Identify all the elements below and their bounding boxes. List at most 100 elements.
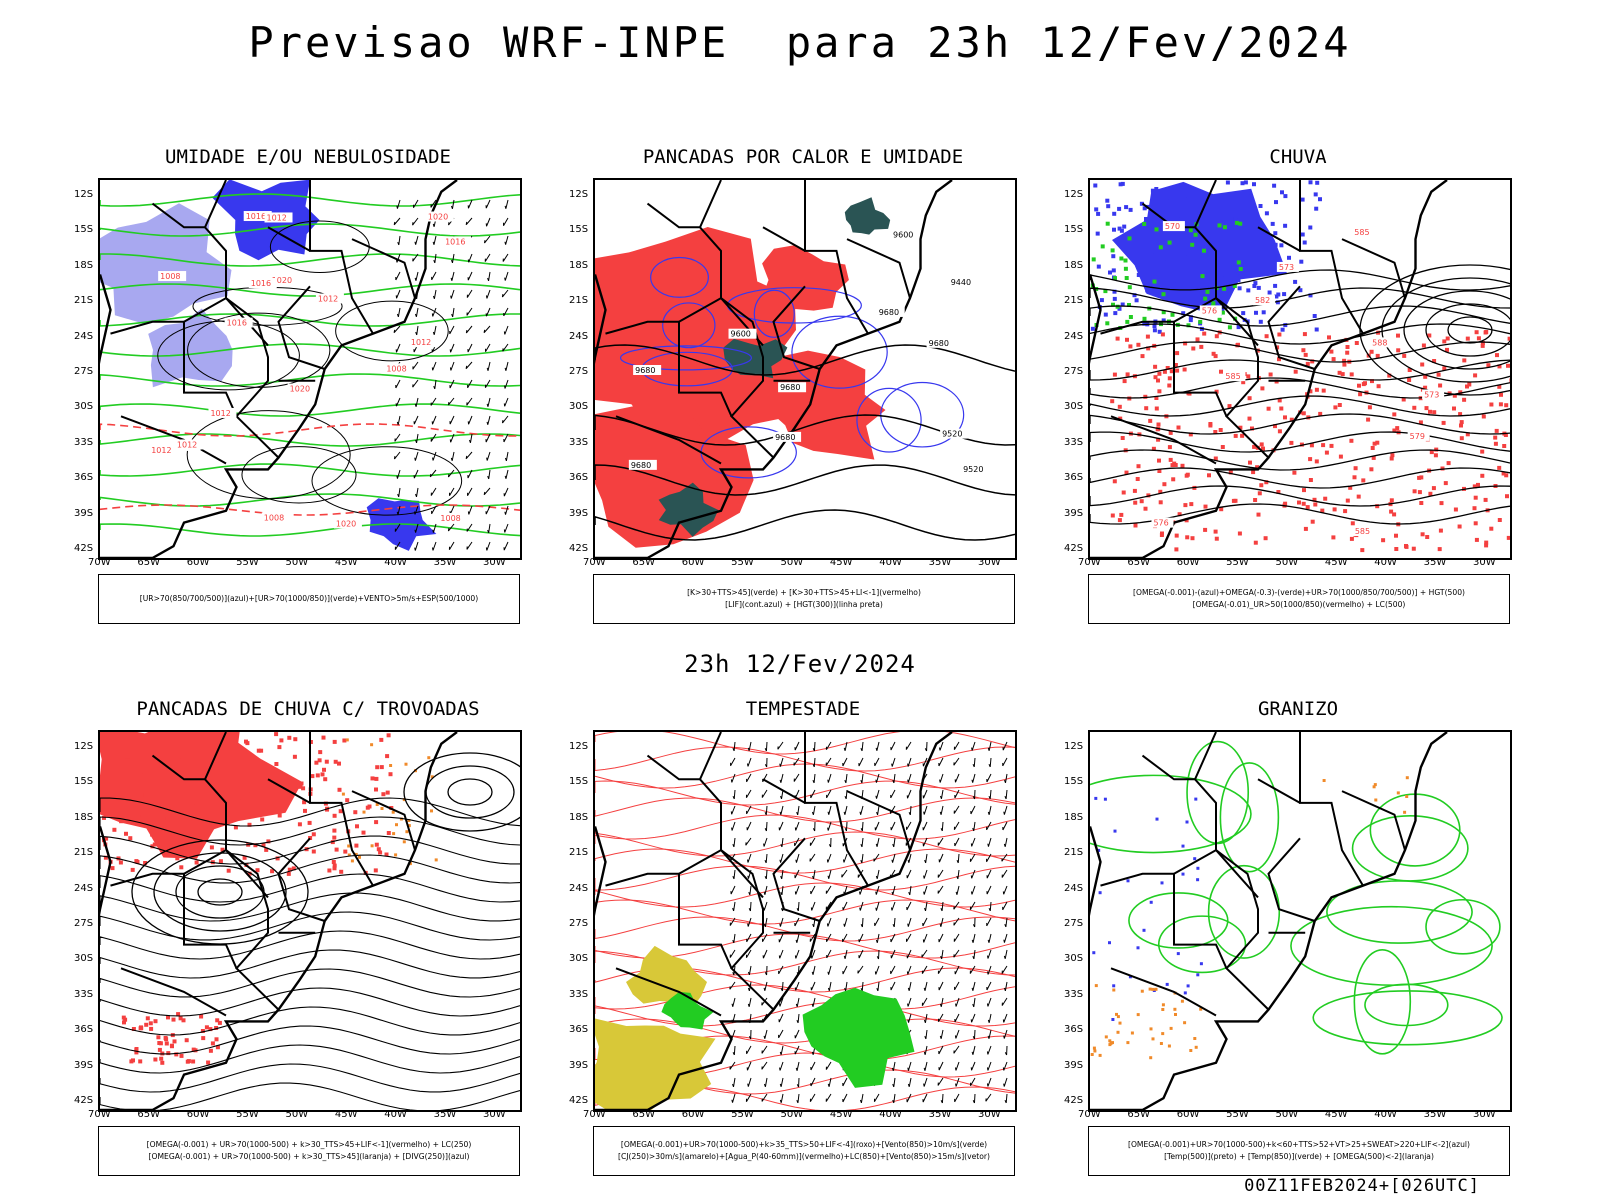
- wind-vector: [922, 789, 928, 799]
- state-border: [646, 754, 700, 781]
- thunderstorm-area: [129, 1059, 134, 1064]
- thunderstorm-area: [260, 817, 265, 822]
- wind-vector: [842, 901, 848, 911]
- thunderstorm-area: [164, 1041, 169, 1046]
- wind-vector: [953, 805, 960, 814]
- lon-tick-label: 35W: [1423, 557, 1447, 568]
- lat-tick-label: 15S: [569, 224, 589, 236]
- wind-vector: [987, 949, 992, 959]
- rain-area: [1497, 465, 1502, 470]
- omega-area: [1149, 1027, 1153, 1031]
- omega-area: [1122, 224, 1127, 229]
- wind-vector: [860, 741, 864, 752]
- wind-vector: [413, 469, 419, 479]
- humidity-contour: [100, 253, 520, 267]
- lat-tick-label: 33S: [569, 436, 589, 448]
- rain-area: [1253, 498, 1258, 502]
- wind-vector: [987, 933, 992, 943]
- hail-area: [1155, 817, 1159, 821]
- thunderstorm-area: [324, 759, 329, 764]
- wind-vector: [449, 415, 455, 425]
- wind-vector: [810, 1061, 816, 1071]
- rain-area: [1360, 548, 1365, 553]
- thunderstorm-area: [370, 776, 375, 781]
- wind-vector: [746, 773, 752, 783]
- rain-area: [1188, 432, 1193, 437]
- lat-tick-label: 36S: [569, 1024, 589, 1036]
- wind-vector: [938, 853, 944, 863]
- contour-label: 9440: [951, 278, 971, 287]
- rain-area: [1231, 498, 1236, 503]
- wind-vector: [395, 289, 401, 299]
- wind-vector: [827, 965, 832, 975]
- humidity-area: [100, 203, 232, 324]
- wind-vector: [414, 541, 419, 551]
- wind-vector: [747, 1077, 752, 1087]
- rain-area: [1429, 450, 1434, 455]
- wind-vector: [953, 757, 960, 766]
- omega-area: [1236, 278, 1241, 283]
- rain-area: [1465, 384, 1469, 389]
- state-border: [698, 180, 775, 459]
- lat-tick-label: 15S: [74, 224, 94, 236]
- omega-area: [1117, 206, 1122, 211]
- thunderstorm-area: [317, 758, 322, 763]
- wind-vector: [986, 1045, 992, 1055]
- rain-area: [1507, 336, 1510, 341]
- omega-area: [1246, 288, 1251, 293]
- rain-area: [1162, 369, 1167, 374]
- humidity-contour: [100, 433, 520, 447]
- rain-area: [1372, 441, 1377, 446]
- rain-area: [1173, 463, 1178, 467]
- thunderstorm-area: [389, 764, 393, 767]
- rain-area: [1352, 475, 1357, 480]
- thunderstorm-area: [261, 768, 266, 773]
- omega-area: [1222, 286, 1227, 291]
- omega-area: [1190, 242, 1195, 247]
- wind-vector: [859, 1093, 864, 1104]
- pressure-isobar: [187, 312, 331, 388]
- rain-area: [1458, 412, 1463, 417]
- wind-vector: [988, 901, 992, 912]
- panel-title: UMIDADE E/OU NEBULOSIDADE: [165, 146, 451, 168]
- wind-vector: [827, 773, 832, 783]
- contour-label: 573: [1424, 390, 1439, 399]
- precipitable-water-contour: [595, 865, 1015, 891]
- omega-area: [1112, 296, 1117, 301]
- wind-vector: [779, 917, 784, 927]
- wind-vector: [938, 933, 944, 943]
- hail-area: [1098, 891, 1102, 895]
- rain-area: [1257, 491, 1262, 496]
- lat-tick-label: 18S: [1064, 811, 1084, 823]
- rain-area: [1175, 368, 1180, 373]
- wind-vector: [860, 853, 864, 864]
- lon-tick-label: 45W: [334, 1109, 358, 1120]
- lon-tick-label: 45W: [334, 557, 358, 568]
- main-title: Previsao WRF-INPE para 23h 12/Fev/2024: [248, 18, 1352, 67]
- wind-vector: [986, 997, 992, 1007]
- wind-vector: [795, 997, 800, 1007]
- thunderstorm-area: [373, 868, 378, 873]
- rain-area: [1309, 443, 1314, 448]
- rain-area: [1266, 406, 1271, 411]
- omega-area: [1127, 303, 1131, 307]
- thunderstorm-area: [379, 765, 384, 770]
- rain-area: [1417, 475, 1422, 480]
- lat-tick-label: 42S: [569, 542, 589, 554]
- omega-area: [1104, 1035, 1108, 1039]
- omega-area: [1279, 243, 1284, 248]
- rain-area: [1356, 494, 1361, 499]
- lat-tick-label: 30S: [1064, 401, 1084, 413]
- lat-tick-label: 18S: [1064, 259, 1084, 271]
- wind-vector: [778, 997, 784, 1007]
- omega-area: [1245, 261, 1250, 266]
- wind-vector: [922, 1093, 928, 1103]
- lat-tick-label: 27S: [569, 917, 589, 929]
- wind-vector: [732, 837, 736, 848]
- lon-tick-label: 50W: [780, 557, 804, 568]
- omega-area: [1252, 284, 1257, 288]
- omega-area: [1283, 223, 1288, 228]
- wind-vector: [395, 343, 401, 353]
- hail-area: [1181, 872, 1185, 876]
- wind-vector: [875, 885, 880, 895]
